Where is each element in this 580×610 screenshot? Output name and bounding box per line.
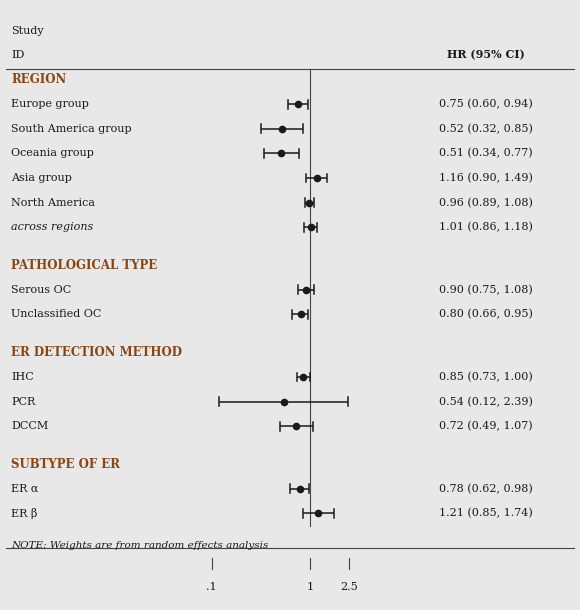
Text: 0.51 (0.34, 0.77): 0.51 (0.34, 0.77) — [439, 148, 533, 159]
Text: 2.5: 2.5 — [340, 582, 358, 592]
Text: SUBTYPE OF ER: SUBTYPE OF ER — [12, 458, 121, 471]
Text: 1: 1 — [307, 582, 314, 592]
Text: NOTE: Weights are from random effects analysis: NOTE: Weights are from random effects an… — [12, 541, 269, 550]
Text: REGION: REGION — [12, 73, 67, 86]
Text: PCR: PCR — [12, 396, 36, 406]
Text: 0.75 (0.60, 0.94): 0.75 (0.60, 0.94) — [439, 99, 533, 109]
Text: Europe group: Europe group — [12, 99, 89, 109]
Text: ER DETECTION METHOD: ER DETECTION METHOD — [12, 346, 183, 359]
Text: IHC: IHC — [12, 372, 34, 382]
Text: PATHOLOGICAL TYPE: PATHOLOGICAL TYPE — [12, 259, 158, 271]
Text: 0.72 (0.49, 1.07): 0.72 (0.49, 1.07) — [439, 421, 533, 431]
Text: 0.78 (0.62, 0.98): 0.78 (0.62, 0.98) — [439, 484, 533, 494]
Text: HR (95% CI): HR (95% CI) — [447, 49, 525, 60]
Text: 0.85 (0.73, 1.00): 0.85 (0.73, 1.00) — [439, 372, 533, 382]
Text: 0.80 (0.66, 0.95): 0.80 (0.66, 0.95) — [439, 309, 533, 320]
Text: South America group: South America group — [12, 124, 132, 134]
Text: ID: ID — [12, 50, 25, 60]
Text: 1.16 (0.90, 1.49): 1.16 (0.90, 1.49) — [439, 173, 533, 183]
Text: ER β: ER β — [12, 508, 38, 519]
Text: Unclassified OC: Unclassified OC — [12, 309, 102, 320]
Text: across regions: across regions — [12, 222, 94, 232]
Text: 0.54 (0.12, 2.39): 0.54 (0.12, 2.39) — [439, 396, 533, 407]
Text: 1.01 (0.86, 1.18): 1.01 (0.86, 1.18) — [439, 222, 533, 232]
Text: Study: Study — [12, 26, 44, 35]
Text: North America: North America — [12, 198, 96, 207]
Text: Asia group: Asia group — [12, 173, 72, 183]
Text: 0.90 (0.75, 1.08): 0.90 (0.75, 1.08) — [439, 285, 533, 295]
Text: ER α: ER α — [12, 484, 39, 493]
Text: .1: .1 — [206, 582, 217, 592]
Text: Oceania group: Oceania group — [12, 148, 95, 159]
Text: 0.52 (0.32, 0.85): 0.52 (0.32, 0.85) — [439, 124, 533, 134]
Text: Serous OC: Serous OC — [12, 285, 72, 295]
Text: 0.96 (0.89, 1.08): 0.96 (0.89, 1.08) — [439, 198, 533, 208]
Text: DCCM: DCCM — [12, 421, 49, 431]
Text: 1.21 (0.85, 1.74): 1.21 (0.85, 1.74) — [439, 508, 533, 518]
